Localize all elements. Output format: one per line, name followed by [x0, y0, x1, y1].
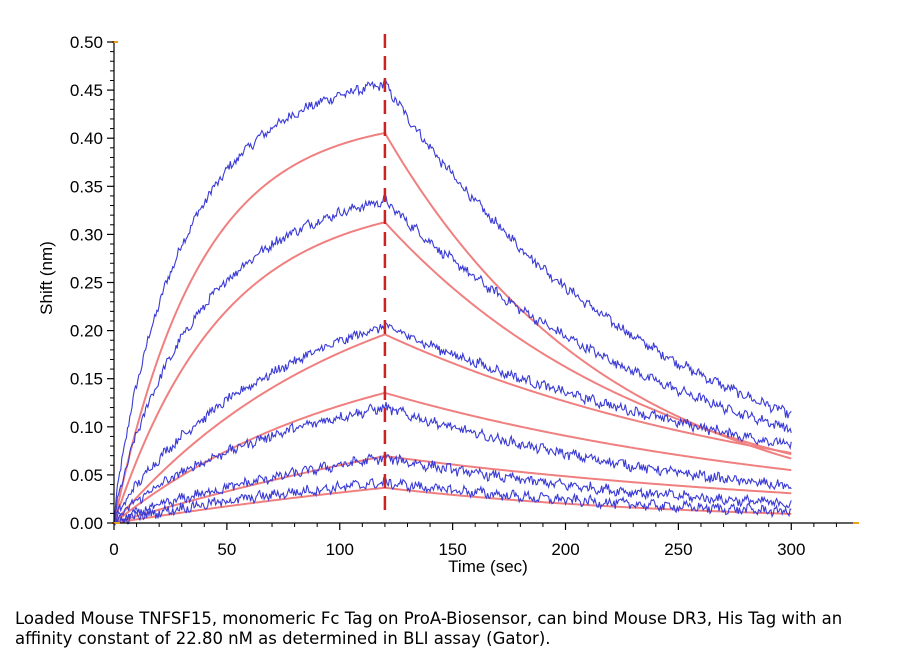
raw-trace	[113, 79, 792, 522]
y-tick-label: 0.20	[70, 322, 103, 341]
raw-trace	[113, 476, 792, 525]
x-axis-title: Time (sec)	[448, 557, 528, 576]
y-tick-label: 0.15	[70, 370, 103, 389]
fit-curve	[113, 391, 792, 524]
raw-curves	[113, 79, 792, 527]
y-tick-label: 0.00	[70, 514, 103, 533]
y-tick-label: 0.50	[70, 33, 103, 52]
x-tick-label: 250	[664, 540, 692, 559]
bli-sensorgram-chart: 0.00 0.05 0.10 0.15 0.20 0.25 0.30 0.35 0.40 0.45…	[37, 33, 859, 576]
x-tick-label: 50	[217, 540, 236, 559]
y-tick-label: 0.05	[70, 466, 103, 485]
fit-curves	[113, 131, 792, 524]
raw-trace	[113, 401, 792, 527]
figure-caption: Loaded Mouse TNFSF15, monomeric Fc Tag o…	[15, 609, 843, 648]
fit-curve	[113, 131, 792, 524]
y-tick-label: 0.30	[70, 225, 103, 244]
axes: 0.00 0.05 0.10 0.15 0.20 0.25 0.30 0.35 0.40 0.45…	[70, 33, 859, 559]
x-tick-label: 300	[777, 540, 805, 559]
y-tick-label: 0.45	[70, 81, 103, 100]
raw-trace	[113, 321, 792, 523]
raw-trace	[113, 195, 792, 522]
fit-curve	[113, 455, 792, 524]
x-tick-label: 0	[109, 540, 118, 559]
x-tick-label: 100	[326, 540, 354, 559]
y-tick-label: 0.35	[70, 177, 103, 196]
x-tick-label: 200	[551, 540, 579, 559]
fit-curve	[113, 333, 792, 524]
y-tick-label: 0.40	[70, 129, 103, 148]
y-tick-label: 0.10	[70, 418, 103, 437]
y-axis-title: Shift (nm)	[37, 241, 56, 315]
y-tick-label: 0.25	[70, 274, 103, 293]
x-tick-label: 150	[438, 540, 466, 559]
raw-trace	[113, 450, 792, 526]
fit-curve	[113, 221, 792, 524]
